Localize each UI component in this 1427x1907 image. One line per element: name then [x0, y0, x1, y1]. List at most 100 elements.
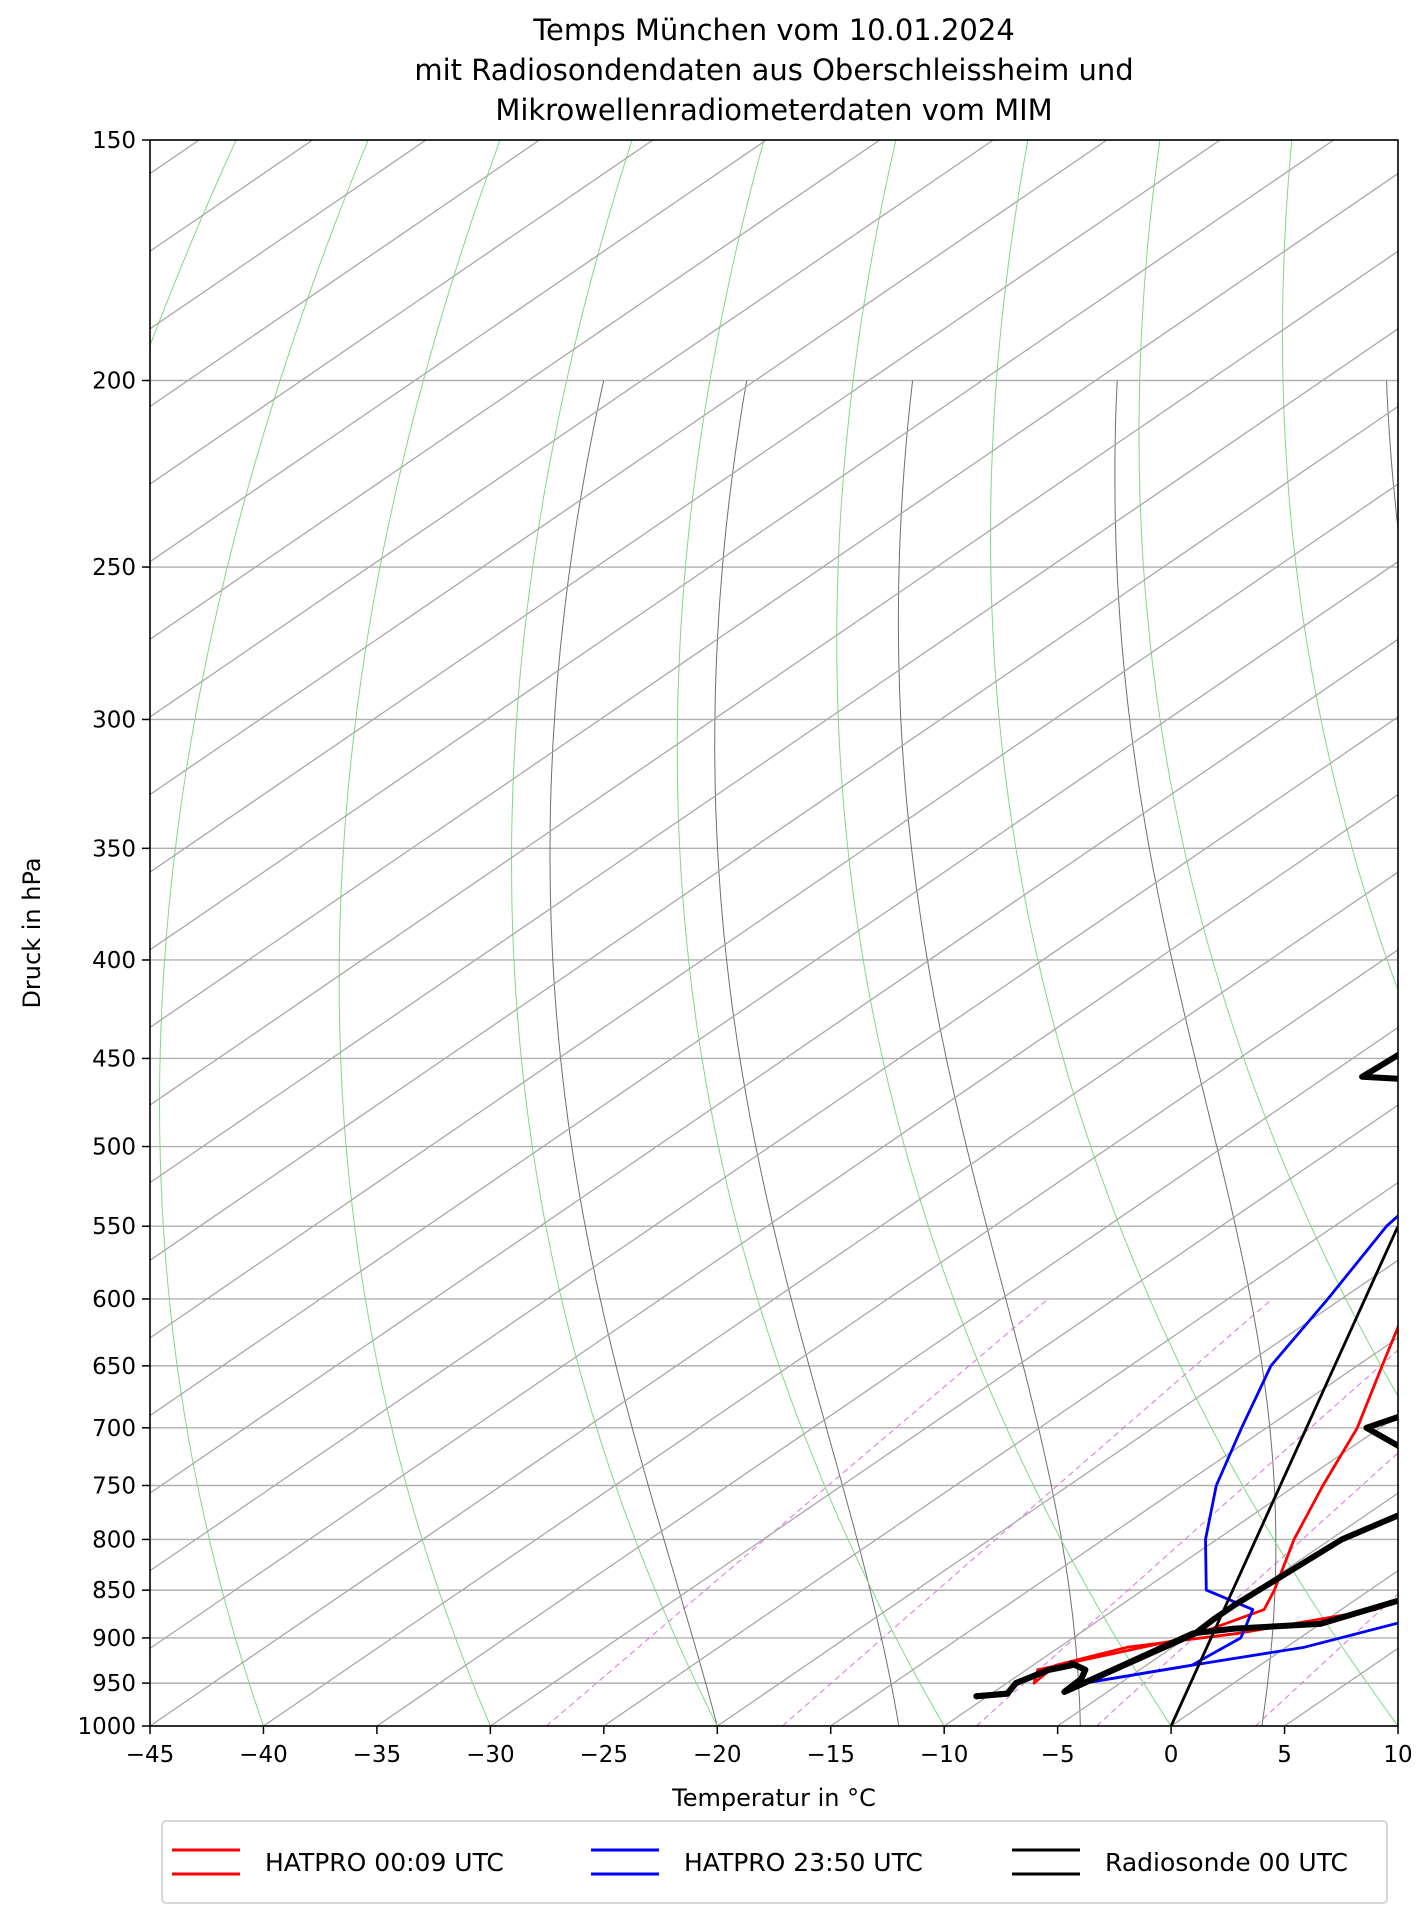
- y-tick-label: 900: [92, 1626, 136, 1652]
- isotherm-line: [1397, 1725, 1398, 1726]
- isotherm-line: [150, 140, 767, 563]
- moist-adiabats: [549, 380, 1398, 1726]
- x-tick-label: −45: [126, 1742, 175, 1768]
- chart-title-line-1: Temps München vom 10.01.2024: [532, 13, 1015, 47]
- legend: HATPRO 00:09 UTC HATPRO 23:50 UTC Radios…: [161, 1820, 1388, 1904]
- series-hatpro-00-09-utc: [1032, 1599, 1398, 1685]
- chart-title-line-3: Mikrowellenradiometerdaten vom MIM: [495, 93, 1052, 127]
- dry-adiabat: [1281, 140, 1398, 992]
- series-radiosonde-00-utc-dewpoint: [973, 1051, 1398, 1700]
- x-tick-label: 5: [1277, 1742, 1292, 1768]
- isotherm-line: [150, 140, 427, 330]
- y-tick-label: 550: [92, 1214, 136, 1240]
- data-series: [973, 1051, 1398, 1726]
- isotherm-line: [150, 483, 1398, 1339]
- isotherm-line: [716, 1259, 1398, 1726]
- y-tick-label: 250: [92, 555, 136, 581]
- dry-adiabat: [511, 140, 718, 1726]
- isotherm-line: [830, 1337, 1398, 1726]
- x-tick-label: 10: [1383, 1742, 1412, 1768]
- isotherm-line: [150, 793, 1398, 1650]
- legend-frame: [161, 1820, 1388, 1904]
- y-axis-label: Druck in hPa: [18, 857, 46, 1008]
- dry-adiabat: [1138, 140, 1398, 1398]
- dry-adiabat: [990, 140, 1398, 1726]
- moist-adiabat: [714, 380, 900, 1726]
- isotherm-line: [150, 140, 654, 485]
- reference-line: [1169, 1225, 1398, 1726]
- isotherm-line: [263, 949, 1398, 1726]
- legend-label-hatpro-0009: HATPRO 00:09 UTC: [265, 1848, 504, 1877]
- isotherm-line: [603, 1181, 1398, 1726]
- series-hatpro-00-09-utc-dewpoint: [1032, 1323, 1398, 1685]
- isotherm-line: [150, 140, 1221, 873]
- dry-adiabat: [0, 140, 104, 1726]
- isotherm-line: [150, 140, 1335, 951]
- x-tick-label: −35: [353, 1742, 402, 1768]
- moist-adiabat: [549, 380, 718, 1726]
- skewed-isotherms: [150, 140, 1398, 1726]
- x-tick-label: −25: [580, 1742, 629, 1768]
- moist-adiabat: [1386, 380, 1398, 533]
- y-tick-label: 200: [92, 369, 136, 395]
- isotherm-line: [943, 1414, 1398, 1726]
- isotherm-line: [150, 140, 994, 718]
- dry-adiabat: [676, 140, 945, 1726]
- isotherm-line: [150, 405, 1398, 1262]
- isotherm-line: [490, 1104, 1398, 1726]
- y-tick-label: 350: [92, 836, 136, 862]
- moist-adiabat: [897, 380, 1081, 1726]
- dry-adiabat: [836, 140, 1172, 1726]
- mixing-ratio-line: [782, 1298, 1273, 1726]
- isotherm-line: [150, 871, 1398, 1726]
- x-tick-label: −20: [693, 1742, 742, 1768]
- isotherm-line: [1284, 1647, 1398, 1726]
- y-tick-label: 450: [92, 1046, 136, 1072]
- plot-frame: [149, 139, 1399, 1727]
- mixing-ratio-line: [1096, 1452, 1398, 1726]
- isotherm-line: [150, 716, 1398, 1572]
- x-tick-label: −40: [239, 1742, 288, 1768]
- legend-label-radiosonde: Radiosonde 00 UTC: [1105, 1848, 1348, 1877]
- y-tick-label: 700: [92, 1416, 136, 1442]
- moist-adiabat: [1114, 380, 1277, 1726]
- y-tick-label: 800: [92, 1527, 136, 1553]
- series-hatpro-23-50-utc-dewpoint: [1082, 1214, 1398, 1685]
- mixing-ratio-line: [1255, 1593, 1398, 1726]
- y-tick-label: 950: [92, 1671, 136, 1697]
- isotherm-line: [150, 140, 881, 641]
- isotherm-line: [150, 250, 1398, 1106]
- pressure-gridlines: [150, 140, 1398, 1726]
- y-tick-label: 400: [92, 948, 136, 974]
- y-tick-label: 600: [92, 1287, 136, 1313]
- mixing-ratio-line: [1410, 1299, 1427, 1726]
- dry-adiabat: [1421, 140, 1427, 1726]
- mixing-ratio-lines: [546, 1298, 1427, 1726]
- y-tick-label: 1000: [77, 1714, 136, 1740]
- isotherm-line: [150, 140, 540, 408]
- legend-label-hatpro-2350: HATPRO 23:50 UTC: [684, 1848, 923, 1877]
- isotherm-line: [1170, 1569, 1398, 1726]
- y-tick-label: 300: [92, 707, 136, 733]
- y-tick-label: 650: [92, 1354, 136, 1380]
- y-tick-label: 150: [92, 128, 136, 154]
- x-tick-label: −5: [1041, 1742, 1075, 1768]
- y-axis: 1000 950 900 850 800 750 700 650 600 550 500 450 400…: [77, 128, 150, 1740]
- chart-title-line-2: mit Radiosondendaten aus Oberschleisshei…: [414, 53, 1133, 87]
- y-tick-label: 500: [92, 1135, 136, 1161]
- isotherm-line: [150, 560, 1398, 1417]
- dry-adiabat: [338, 140, 501, 1726]
- y-tick-label: 750: [92, 1473, 136, 1499]
- x-tick-label: 0: [1164, 1742, 1179, 1768]
- isotherm-line: [376, 1026, 1398, 1726]
- x-tick-label: −15: [806, 1742, 855, 1768]
- x-tick-label: −30: [466, 1742, 515, 1768]
- isotherm-line: [150, 172, 1398, 1029]
- isotherm-line: [150, 638, 1398, 1494]
- x-axis-label: Temperatur in °C: [671, 1784, 876, 1812]
- isotherm-line: [150, 328, 1398, 1184]
- mixing-ratio-line: [546, 1298, 1049, 1726]
- y-tick-label: 850: [92, 1578, 136, 1604]
- isotherm-line: [1057, 1492, 1398, 1726]
